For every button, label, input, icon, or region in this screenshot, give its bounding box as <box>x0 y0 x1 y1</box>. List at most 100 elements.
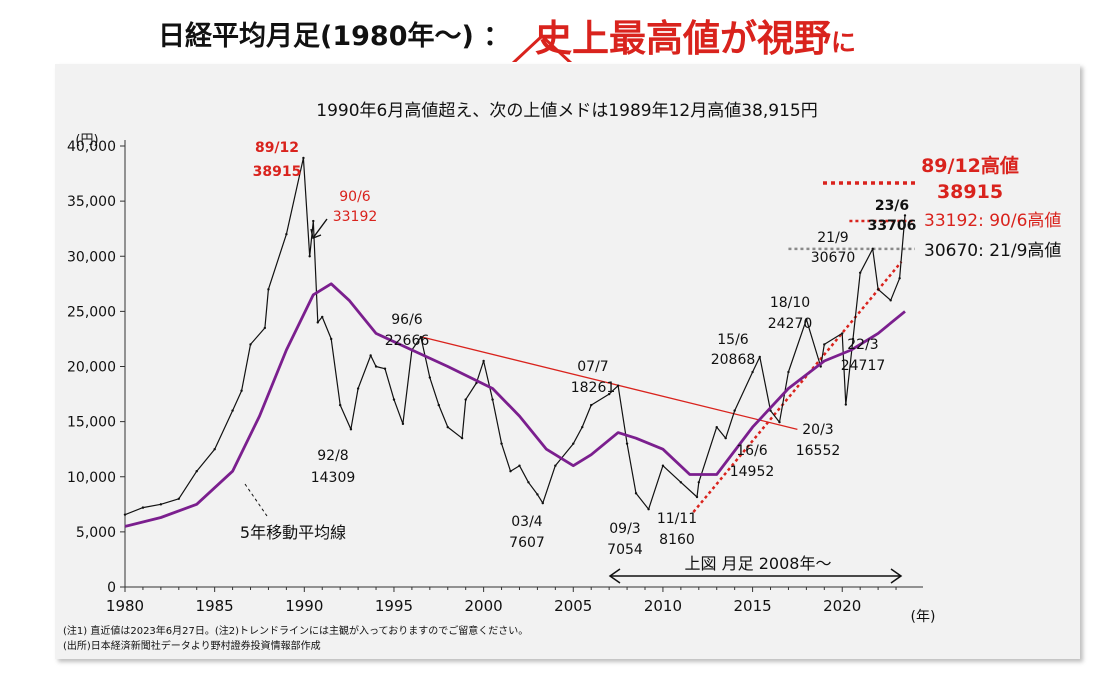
y-tick-label: 5,000 <box>76 525 116 541</box>
price-point <box>616 384 620 387</box>
resistance-trendline <box>420 336 798 430</box>
price-point <box>491 398 494 401</box>
price-point <box>475 381 478 385</box>
annotation-value: 24717 <box>841 358 886 374</box>
peak-value: 38915 <box>937 181 1003 203</box>
x-tick-label: 1985 <box>196 597 234 615</box>
price-point <box>240 389 243 392</box>
price-line <box>124 157 906 516</box>
annotation-date: 20/3 <box>802 422 833 438</box>
price-point <box>518 464 521 467</box>
price-point <box>715 425 718 429</box>
price-point <box>419 335 423 339</box>
y-tick-label: 0 <box>107 580 116 596</box>
price-point <box>844 403 848 406</box>
price-point <box>401 422 405 426</box>
support-trendline <box>692 260 903 513</box>
price-point <box>805 318 808 321</box>
price-point <box>541 501 544 505</box>
price-point <box>446 425 449 429</box>
arrow-90-6-head <box>310 228 322 239</box>
title-suffix: に <box>831 28 857 57</box>
price-point <box>369 354 372 357</box>
price-point <box>383 367 387 370</box>
price-point <box>509 470 512 473</box>
price-point <box>349 428 353 431</box>
price-point <box>661 464 665 467</box>
price-point <box>733 409 736 412</box>
annotation-date: 03/4 <box>511 514 543 530</box>
price-point <box>159 503 163 506</box>
x-axis-unit: (年) <box>911 609 936 625</box>
annotation-value: 30670 <box>811 250 856 266</box>
price-point <box>876 288 880 291</box>
annotation-date: 90/6 <box>339 189 371 205</box>
price-point <box>724 436 727 440</box>
title-banner: 日経平均月足(1980年～) ： 史上最高値が視野に <box>0 0 1115 62</box>
price-point <box>338 403 342 407</box>
price-point <box>308 255 311 258</box>
annotation-date: 11/11 <box>657 511 697 527</box>
x-tick-label: 2015 <box>733 597 771 615</box>
annotation-value: 33192 <box>333 209 378 225</box>
price-point <box>263 326 267 330</box>
annotation-date: 22/3 <box>847 337 878 353</box>
x-tick-label: 2005 <box>554 597 592 615</box>
annotation-value: 7607 <box>509 535 545 551</box>
price-point <box>823 343 826 346</box>
price-point <box>647 508 650 511</box>
price-point <box>316 321 319 324</box>
price-point <box>321 315 324 319</box>
annotation-value: 33706 <box>868 218 917 234</box>
x-tick-label: 2010 <box>644 597 682 615</box>
price-point <box>851 337 855 341</box>
price-point <box>141 506 145 509</box>
price-point <box>697 481 700 484</box>
price-point <box>437 403 440 407</box>
annotation-date: 96/6 <box>391 312 423 328</box>
title-highlight: 史上最高値が視野に <box>535 17 857 60</box>
price-point <box>460 436 464 440</box>
price-point <box>213 447 216 451</box>
price-point <box>285 233 288 236</box>
price-point <box>527 481 530 484</box>
price-point <box>590 403 593 407</box>
chart-panel: 1990年6月高値超え、次の上値メドは1989年12月高値38,915円 (円) (… <box>55 64 1080 659</box>
price-point <box>758 355 761 359</box>
price-point <box>634 492 638 495</box>
chart-title: 1990年6月高値超え、次の上値メドは1989年12月高値38,915円 <box>316 101 817 121</box>
y-tick-label: 35,000 <box>67 194 116 210</box>
x-tick-label: 1980 <box>106 597 144 615</box>
arrow-90-6 <box>312 218 328 239</box>
price-point <box>871 247 874 251</box>
price-point <box>581 425 584 429</box>
ma-label: 5年移動平均線 <box>240 523 346 542</box>
annotation-value: 24270 <box>768 316 813 332</box>
price-point <box>572 442 575 445</box>
annotation-value: 18261 <box>571 380 616 396</box>
price-point <box>302 156 305 160</box>
footnote-1: (注1) 直近値は2023年6月27日。(注2)トレンドラインには主観が入ってお… <box>63 624 528 637</box>
annotation-date: 09/3 <box>609 521 640 537</box>
annotation-value: 8160 <box>659 532 695 548</box>
price-point <box>679 481 683 484</box>
x-tick-label: 2020 <box>823 597 861 615</box>
annotation-value: 20868 <box>711 352 756 368</box>
annotation-value: 7054 <box>607 542 643 558</box>
price-point <box>536 493 539 496</box>
x-tick-label: 2000 <box>465 597 503 615</box>
annotation-value: 22666 <box>385 333 430 349</box>
x-tick-label: 1995 <box>375 597 413 615</box>
price-point <box>695 495 699 499</box>
price-point <box>249 343 252 346</box>
level-label-2021: 30670: 21/9高値 <box>924 241 1061 261</box>
annotation-date: 15/6 <box>717 332 749 348</box>
level-label-1990: 33192: 90/6高値 <box>924 211 1061 231</box>
annotation-value: 16552 <box>796 443 841 459</box>
y-tick-label: 25,000 <box>67 304 116 320</box>
price-point <box>500 442 503 445</box>
price-point <box>841 332 844 335</box>
price-point <box>554 464 557 467</box>
title-prefix: 日経平均月足(1980年～) ： <box>158 21 511 52</box>
price-point <box>267 288 270 291</box>
